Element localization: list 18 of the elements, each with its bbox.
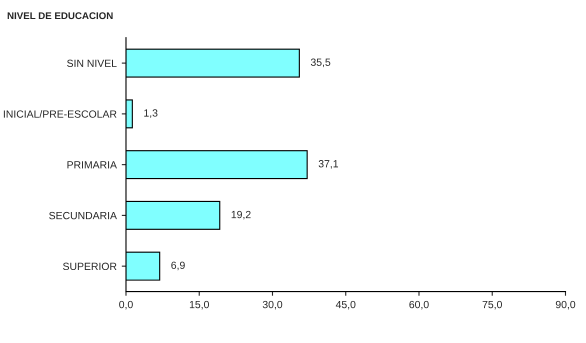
data-label: 19,2 [232, 210, 251, 220]
chart-title: NIVEL DE EDUCACION [8, 12, 113, 20]
y-tick-label: PRIMARIA [67, 161, 117, 168]
x-tick-label: 0,0 [119, 300, 133, 310]
data-label: 6,9 [171, 262, 185, 270]
x-tick-label: 90,0 [556, 300, 576, 310]
y-tick-label: SIN NIVEL [67, 60, 117, 67]
y-tick-label: INICIAL/PRE-ESCOLAR [4, 110, 116, 118]
x-tick-label: 45,0 [336, 300, 356, 310]
data-label: 37,1 [318, 160, 338, 169]
y-tick-label: SECUNDARIA [49, 212, 117, 220]
data-label: 1,3 [144, 109, 158, 118]
data-label: 35,5 [310, 58, 330, 68]
x-tick-label: 60,0 [409, 300, 429, 310]
x-tick-label: 15,0 [190, 300, 209, 310]
y-tick-label: SUPERIOR [63, 262, 116, 270]
x-tick-label: 30,0 [262, 300, 282, 310]
x-tick-label: 75,0 [482, 300, 502, 310]
